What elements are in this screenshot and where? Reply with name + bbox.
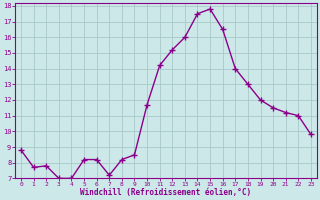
- X-axis label: Windchill (Refroidissement éolien,°C): Windchill (Refroidissement éolien,°C): [80, 188, 252, 197]
